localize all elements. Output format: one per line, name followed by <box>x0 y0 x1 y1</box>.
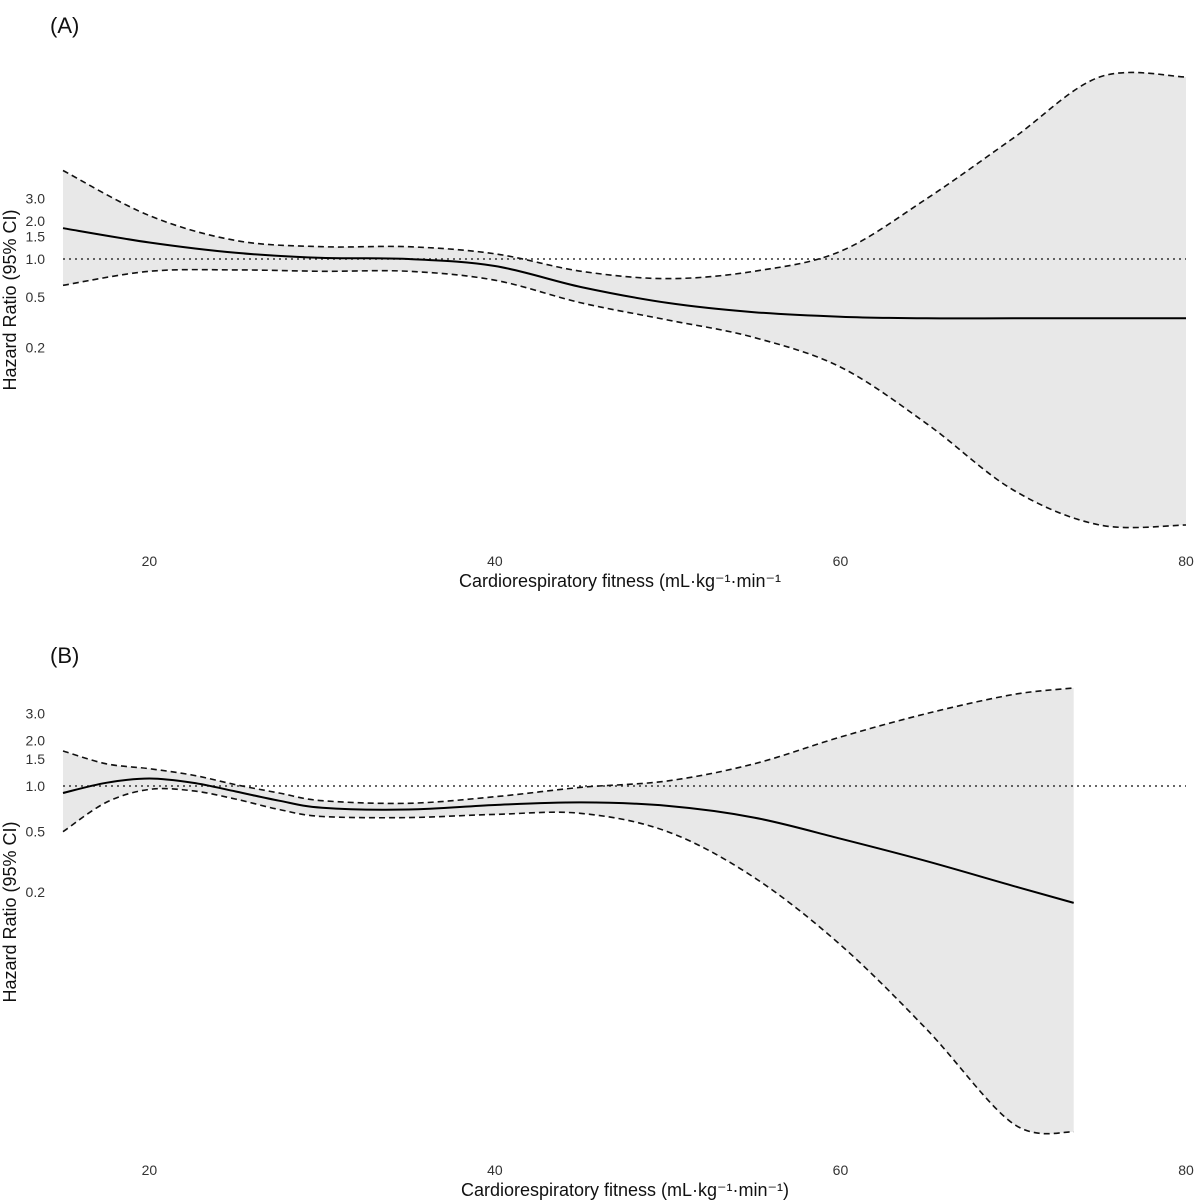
panel-a-ci-band <box>63 72 1186 528</box>
panel-b-plot-area: 0.2 0.5 1.0 1.5 2.0 3.0 20 40 60 80 <box>26 687 1194 1178</box>
panel-a-y-tick-label: 3.0 <box>26 191 46 207</box>
panel-a-y-tick-label: 0.5 <box>26 289 46 305</box>
panel-b: (B) Hazard Ratio (95% CI) Cardiorespirat… <box>0 643 1194 1200</box>
panel-b-estimate-line <box>62 777 1074 904</box>
panel-b-y-tick-label: 1.0 <box>26 778 46 794</box>
panel-b-x-tick-label: 40 <box>487 1162 503 1178</box>
panel-b-y-tick-label: 2.0 <box>26 732 46 748</box>
panel-a-x-tick-label: 80 <box>1178 553 1194 569</box>
panel-a-plot-area: 0.2 0.5 1.0 1.52.0 3.0 20 40 60 80 <box>26 71 1194 569</box>
panel-a-x-tick-label: 40 <box>487 553 503 569</box>
panel-b-y-tick-label: 1.5 <box>26 751 46 767</box>
panel-a-ci-lower-line <box>62 268 1187 529</box>
panel-b-y-axis-title: Hazard Ratio (95% CI) <box>0 821 20 1002</box>
panel-a-ci-upper-line <box>62 71 1187 280</box>
panel-b-ci-band <box>63 688 1074 1134</box>
panel-b-y-tick-label: 0.2 <box>26 884 46 900</box>
panel-b-x-tick-label: 20 <box>142 1162 158 1178</box>
panel-b-label: (B) <box>50 643 79 668</box>
panel-a-x-tick-label: 20 <box>142 553 158 569</box>
panel-b-x-axis-title: Cardiorespiratory fitness (mL·kg⁻¹·min⁻¹… <box>461 1180 789 1200</box>
panel-a-y-tick-label: 2.0 <box>26 213 46 229</box>
panel-a-x-axis-title: Cardiorespiratory fitness (mL·kg⁻¹·min⁻¹ <box>459 571 781 591</box>
panel-a: (A) Hazard Ratio (95% CI) Cardiorespirat… <box>0 13 1194 591</box>
panel-a-estimate-line <box>62 227 1186 320</box>
panel-b-y-tick-label: 0.5 <box>26 824 46 840</box>
panel-b-ci-lower-line <box>62 787 1074 1135</box>
panel-b-x-tick-label: 80 <box>1178 1162 1194 1178</box>
panel-a-label: (A) <box>50 13 79 38</box>
panel-a-y-tick-label: 1.5 <box>26 229 46 245</box>
panel-b-y-tick-label: 3.0 <box>26 705 46 721</box>
panel-b-x-tick-label: 60 <box>833 1162 849 1178</box>
panel-a-y-tick-label: 0.2 <box>26 340 46 356</box>
panel-a-y-tick-label: 1.0 <box>26 251 46 267</box>
panel-a-y-axis-title: Hazard Ratio (95% CI) <box>0 209 20 390</box>
panel-a-x-tick-label: 60 <box>833 553 849 569</box>
panel-b-ci-upper-line <box>62 687 1074 805</box>
